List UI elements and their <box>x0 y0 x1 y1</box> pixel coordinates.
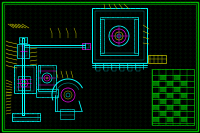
Bar <box>167 117 173 122</box>
Bar <box>102 19 136 53</box>
Bar <box>38 65 56 91</box>
Bar <box>92 8 147 63</box>
Bar <box>19 37 27 43</box>
Bar <box>60 109 74 119</box>
Bar <box>181 105 187 110</box>
Bar <box>96 65 100 71</box>
Bar <box>181 93 187 98</box>
Bar <box>16 67 34 91</box>
Bar <box>95 11 144 60</box>
Bar <box>160 75 166 80</box>
Bar <box>18 76 30 90</box>
Bar <box>19 46 27 56</box>
Bar <box>17 44 29 58</box>
Bar <box>167 81 173 86</box>
Bar <box>160 111 166 116</box>
Bar <box>167 105 173 110</box>
Bar <box>14 114 38 120</box>
Bar <box>153 81 159 86</box>
Bar <box>153 117 159 122</box>
Bar <box>14 65 36 93</box>
Bar <box>83 44 89 48</box>
Bar <box>160 99 166 104</box>
Bar <box>20 38 26 41</box>
Bar <box>12 113 40 121</box>
Bar <box>104 65 108 71</box>
Bar <box>100 17 138 55</box>
Bar <box>82 43 90 49</box>
Bar <box>148 55 166 63</box>
Bar <box>40 67 54 89</box>
Bar <box>134 19 138 53</box>
Bar <box>181 81 187 86</box>
Bar <box>167 93 173 98</box>
Bar <box>153 93 159 98</box>
Bar <box>174 99 180 104</box>
Bar <box>174 111 180 116</box>
Bar <box>181 117 187 122</box>
Bar <box>112 65 116 71</box>
Bar <box>160 87 166 92</box>
Bar <box>100 19 104 53</box>
Bar <box>152 69 194 125</box>
Bar <box>153 105 159 110</box>
Bar <box>136 65 140 71</box>
Bar <box>174 75 180 80</box>
Bar <box>174 87 180 92</box>
Bar <box>128 65 132 71</box>
Bar <box>36 89 58 97</box>
Bar <box>120 65 124 71</box>
